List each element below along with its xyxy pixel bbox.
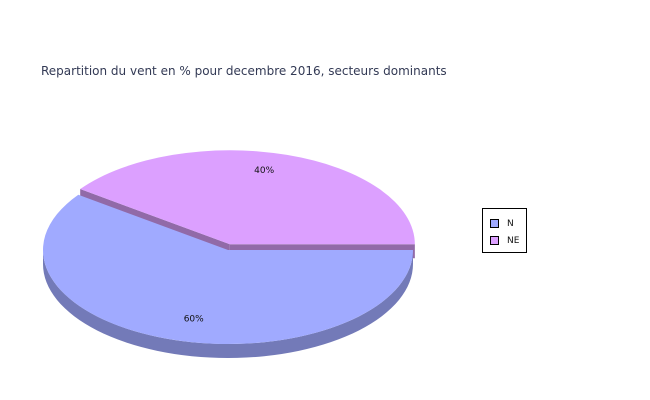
legend-item-ne: NE bbox=[490, 232, 526, 249]
legend-label-n: N bbox=[507, 218, 514, 229]
slice-n bbox=[43, 194, 413, 344]
legend-swatch-n bbox=[490, 219, 499, 228]
slice-ne bbox=[80, 150, 415, 245]
legend-swatch-ne bbox=[490, 236, 499, 245]
slice-label-n: 60% bbox=[184, 315, 204, 325]
chart-title: Repartition du vent en % pour decembre 2… bbox=[41, 64, 447, 78]
chart-legend: N NE bbox=[482, 208, 527, 253]
legend-label-ne: NE bbox=[507, 235, 520, 246]
legend-item-n: N bbox=[490, 215, 526, 232]
slice-label-ne: 40% bbox=[254, 166, 274, 176]
